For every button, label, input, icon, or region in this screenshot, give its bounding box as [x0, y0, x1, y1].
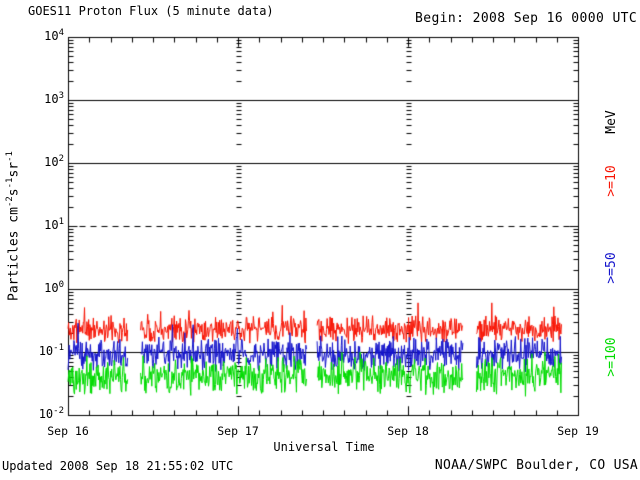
y-tick-label: 10-2 — [38, 406, 64, 421]
y-axis-label-part: sr — [6, 161, 22, 178]
y-axis-label-part: Particles cm — [6, 207, 22, 301]
right-axis-unit-label: MeV — [603, 110, 619, 134]
y-axis-label-part: -1 — [5, 177, 16, 189]
y-tick-label: 101 — [44, 217, 64, 232]
y-tick-label: 10-1 — [38, 343, 64, 358]
y-tick-label: 103 — [44, 91, 64, 106]
x-tick-label: Sep 19 — [557, 424, 599, 438]
y-axis-label: Particles cm-2s-1sr-1 — [5, 151, 22, 301]
series-label-ge50: >=50 — [603, 252, 619, 284]
y-axis-label-part: s — [6, 188, 22, 197]
series-label-ge100: >=100 — [603, 337, 619, 377]
y-axis-label-part: -2 — [5, 196, 16, 208]
credit-label: NOAA/SWPC Boulder, CO USA — [434, 458, 638, 473]
begin-time-label: Begin: 2008 Sep 16 0000 UTC — [415, 11, 638, 26]
x-tick-label: Sep 18 — [387, 424, 429, 438]
x-tick-label: Sep 16 — [47, 424, 89, 438]
series-label-ge10: >=10 — [603, 165, 619, 197]
x-axis-label: Universal Time — [273, 440, 375, 454]
y-tick-label: 100 — [44, 280, 64, 295]
x-tick-label: Sep 17 — [217, 424, 259, 438]
y-tick-label: 104 — [44, 28, 64, 43]
chart-title: GOES11 Proton Flux (5 minute data) — [28, 4, 274, 18]
y-tick-label: 102 — [44, 154, 64, 169]
updated-timestamp: Updated 2008 Sep 18 21:55:02 UTC — [2, 459, 234, 473]
y-axis-label-part: -1 — [5, 151, 16, 162]
